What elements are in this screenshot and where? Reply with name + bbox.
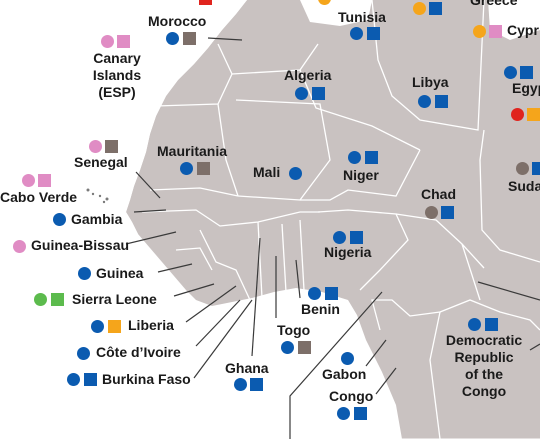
libya-square-marker xyxy=(435,95,448,108)
algeria-circle-marker xyxy=(295,87,308,100)
drc-line-2: Republic xyxy=(436,349,532,366)
nigeria-square-marker xyxy=(350,231,363,244)
label-libya: Libya xyxy=(412,74,449,91)
tunisia-square-marker xyxy=(367,27,380,40)
liberia-circle-marker xyxy=(91,320,104,333)
burkina-faso-circle-marker xyxy=(67,373,80,386)
mauritania-circle-marker xyxy=(180,162,193,175)
egypt-orange-square-marker xyxy=(527,108,540,121)
label-canary-islands: Canary Islands (ESP) xyxy=(82,50,152,101)
egypt-circle-marker xyxy=(504,66,517,79)
chad-square-marker xyxy=(441,206,454,219)
label-liberia: Liberia xyxy=(128,317,174,334)
sierra-leone-square-marker xyxy=(51,293,64,306)
cyprus-circle-marker xyxy=(473,25,486,38)
ghana-square-marker xyxy=(250,378,263,391)
cote-divoire-circle-marker xyxy=(77,347,90,360)
guinea-bissau-circle-marker xyxy=(13,240,26,253)
greece-circle-marker xyxy=(413,2,426,15)
canary-line-1: Canary xyxy=(82,50,152,67)
gambia-circle-marker xyxy=(53,213,66,226)
benin-square-marker xyxy=(325,287,338,300)
label-cabo-verde: Cabo Verde xyxy=(0,189,77,206)
nigeria-circle-marker xyxy=(333,231,346,244)
tunisia-circle-marker xyxy=(350,27,363,40)
label-guinea: Guinea xyxy=(96,265,143,282)
togo-circle-marker xyxy=(281,341,294,354)
senegal-square-marker xyxy=(105,140,118,153)
liberia-square-marker xyxy=(108,320,121,333)
egypt-square-marker xyxy=(520,66,533,79)
label-mali: Mali xyxy=(253,164,280,181)
label-egypt: Egypt xyxy=(512,80,540,97)
label-senegal: Senegal xyxy=(74,154,128,171)
congo-square-marker xyxy=(354,407,367,420)
niger-circle-marker xyxy=(348,151,361,164)
label-chad: Chad xyxy=(421,186,456,203)
libya-circle-marker xyxy=(418,95,431,108)
morocco-circle-marker xyxy=(166,32,179,45)
cabo-verde-square-marker xyxy=(38,174,51,187)
canary-line-2: Islands xyxy=(82,67,152,84)
label-sierra-leone: Sierra Leone xyxy=(72,291,157,308)
ghana-circle-marker xyxy=(234,378,247,391)
algeria-square-marker xyxy=(312,87,325,100)
label-guinea-bissau: Guinea-Bissau xyxy=(31,237,129,254)
drc-line-3: of the xyxy=(436,366,532,383)
chad-circle-marker xyxy=(425,206,438,219)
gabon-circle-marker xyxy=(341,352,354,365)
sudan-square-marker xyxy=(532,162,540,175)
congo-circle-marker xyxy=(337,407,350,420)
niger-square-marker xyxy=(365,151,378,164)
canary-line-3: (ESP) xyxy=(82,84,152,101)
morocco-square-marker xyxy=(183,32,196,45)
label-sudan: Suda xyxy=(508,178,540,195)
label-morocco: Morocco xyxy=(148,13,206,30)
label-cyprus: Cypr xyxy=(507,22,539,39)
label-niger: Niger xyxy=(343,167,379,184)
label-mauritania: Mauritania xyxy=(157,143,227,160)
sudan-circle-marker xyxy=(516,162,529,175)
top-square-marker xyxy=(199,0,212,5)
guinea-circle-marker xyxy=(78,267,91,280)
label-gambia: Gambia xyxy=(71,211,122,228)
canary-circle-marker xyxy=(101,35,114,48)
togo-square-marker xyxy=(298,341,311,354)
benin-circle-marker xyxy=(308,287,321,300)
canary-square-marker xyxy=(117,35,130,48)
label-greece: Greece xyxy=(470,0,517,9)
label-benin: Benin xyxy=(301,301,340,318)
burkina-faso-square-marker xyxy=(84,373,97,386)
label-burkina-faso: Burkina Faso xyxy=(102,371,191,388)
cyprus-square-marker xyxy=(489,25,502,38)
egypt-red-circle-marker xyxy=(511,108,524,121)
label-togo: Togo xyxy=(277,322,310,339)
label-drc: Democratic Republic of the Congo xyxy=(436,332,532,400)
sierra-leone-circle-marker xyxy=(34,293,47,306)
greece-square-marker xyxy=(429,2,442,15)
label-ghana: Ghana xyxy=(225,360,269,377)
label-gabon: Gabon xyxy=(322,366,366,383)
drc-line-4: Congo xyxy=(436,383,532,400)
drc-line-1: Democratic xyxy=(436,332,532,349)
drc-circle-marker xyxy=(468,318,481,331)
label-cote-divoire: Côte d’Ivoire xyxy=(96,344,181,361)
drc-square-marker xyxy=(485,318,498,331)
label-tunisia: Tunisia xyxy=(338,9,386,26)
label-algeria: Algeria xyxy=(284,67,331,84)
label-congo: Congo xyxy=(329,388,373,405)
mauritania-square-marker xyxy=(197,162,210,175)
senegal-circle-marker xyxy=(89,140,102,153)
mali-circle-marker xyxy=(289,167,302,180)
cabo-verde-circle-marker xyxy=(22,174,35,187)
label-nigeria: Nigeria xyxy=(324,244,371,261)
